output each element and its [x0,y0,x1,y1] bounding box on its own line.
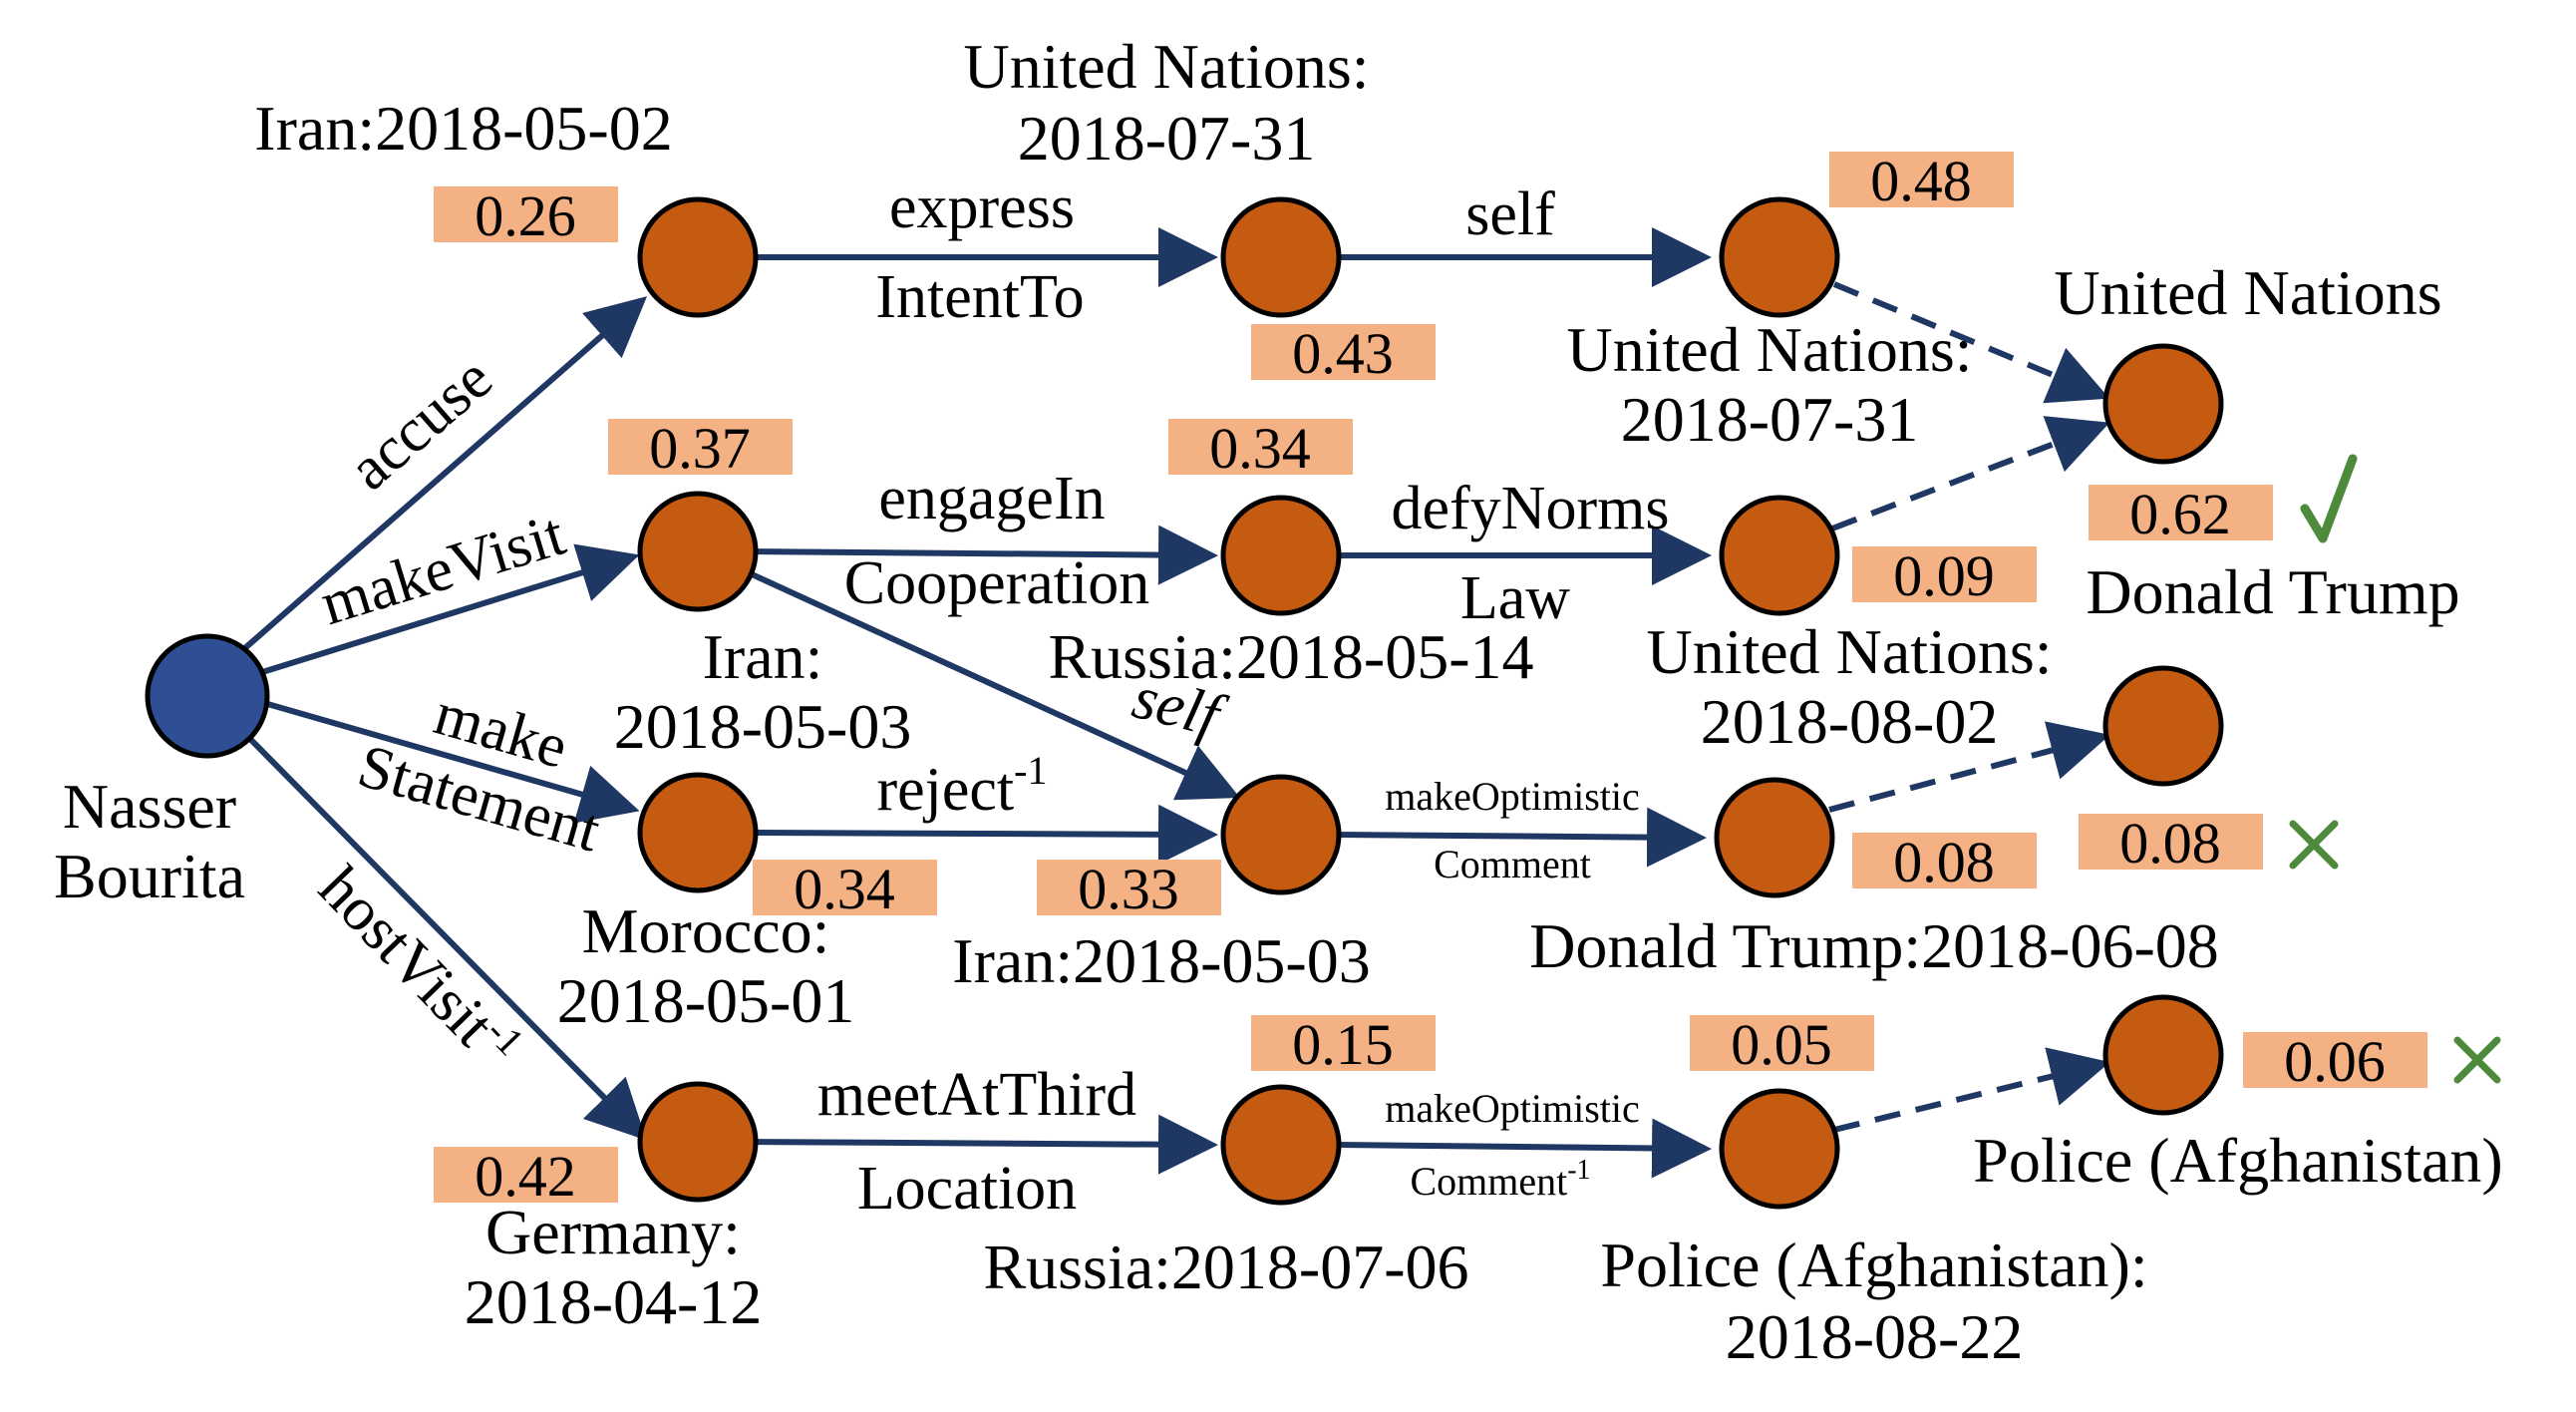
entity-node-11 [1714,777,1835,898]
edge-self-diagonal [748,570,1240,801]
edge-label-host-visit: hostVisit-1 [306,852,533,1083]
query-node [145,633,270,759]
edge-label-law: Law [1460,564,1570,632]
answer-label-donald-trump: Donald Trump [2086,556,2459,627]
answer-score-box-2: 0.08 [2079,811,2263,876]
edge-optimistic-comment-inv [1337,1118,1712,1179]
node-label-12: Police (Afghanistan): 2018-08-22 [1600,1230,2147,1372]
entity-node-6 [1220,495,1342,616]
answer-score-box-3: 0.06 [2243,1029,2427,1094]
answer-node-1 [2102,343,2224,465]
entity-node-1 [637,196,759,318]
entity-node-2 [637,491,759,612]
score-box-2: 0.37 [608,416,793,481]
entity-node-9 [1719,196,1840,318]
edge-label-make-optimistic-1: makeOptimistic [1385,774,1640,819]
node-label-7: Iran:2018-05-03 [952,925,1370,996]
check-icon [2300,454,2358,543]
svg-text:0.34: 0.34 [1209,416,1311,481]
score-box-3: 0.34 [753,857,937,921]
svg-text:0.15: 0.15 [1292,1012,1394,1077]
answer-label-police-afghanistan: Police (Afghanistan) [1973,1125,2502,1196]
svg-text:0.62: 0.62 [2129,482,2231,546]
node-label-2: Iran: 2018-05-03 [614,621,912,762]
edge-label-comment-1: Comment [1434,842,1591,886]
score-box-12: 0.05 [1690,1012,1874,1077]
svg-text:0.33: 0.33 [1078,857,1179,921]
entity-node-4 [637,1081,759,1203]
score-box-8: 0.15 [1251,1012,1436,1077]
svg-text:0.48: 0.48 [1870,149,1972,213]
svg-text:0.42: 0.42 [475,1144,576,1209]
answer-node-2 [2102,665,2224,787]
answer-label-united-nations: United Nations [2054,257,2441,328]
edge-label-cooperation: Cooperation [844,549,1150,617]
entity-node-7 [1220,774,1342,895]
svg-text:0.34: 0.34 [794,857,895,921]
query-node-label: Nasser Bourita [54,771,245,911]
score-box-11: 0.08 [1852,830,2037,894]
edge-dashed-1 [1832,281,2110,404]
cross-icon [2453,1036,2501,1084]
edge-label-defy-norms: defyNorms [1392,475,1670,542]
edge-dashed-2 [1830,416,2110,531]
svg-text:0.06: 0.06 [2284,1029,2386,1094]
node-label-4: Germany: 2018-04-12 [465,1197,763,1337]
score-box-7: 0.33 [1037,857,1221,921]
svg-text:0.26: 0.26 [475,183,576,248]
score-box-10: 0.09 [1852,543,2037,608]
entity-node-3 [637,772,759,893]
edge-label-reject: reject-1 [877,748,1048,824]
edge-label-meet-at-third: meetAtThird [817,1061,1136,1129]
score-box-9: 0.48 [1829,149,2014,213]
edge-label-express: express [889,174,1075,241]
node-label-6: Russia:2018-05-14 [1048,621,1533,692]
score-box-4: 0.42 [434,1144,618,1209]
score-box-1: 0.26 [434,183,618,248]
cross-icon [2289,820,2339,870]
node-label-1: Iran:2018-05-02 [254,93,672,164]
answer-score-box-1: 0.62 [2089,482,2273,546]
entity-node-12 [1719,1088,1840,1210]
score-box-5: 0.43 [1251,321,1436,386]
node-label-11: Donald Trump:2018-06-08 [1529,910,2219,981]
edge-label-accuse: accuse [336,344,504,504]
edge-engage-cooperation [749,525,1218,585]
svg-text:0.09: 0.09 [1893,543,1995,608]
edge-label-intent-to: IntentTo [875,263,1084,331]
edge-label-self-top: self [1465,180,1555,248]
edge-make-statement [263,700,640,824]
edge-host-visit [241,730,647,1141]
score-box-6: 0.34 [1168,416,1353,481]
edge-accuse [237,296,648,656]
svg-text:0.08: 0.08 [1893,830,1995,894]
entity-node-8 [1220,1084,1342,1206]
node-label-8: Russia:2018-07-06 [983,1232,1468,1302]
edge-label-comment-2: Comment-1 [1410,1155,1590,1204]
edge-reject [749,804,1218,865]
edge-label-make-optimistic-2: makeOptimistic [1385,1086,1640,1131]
svg-text:0.37: 0.37 [649,416,751,481]
edge-dashed-3 [1828,721,2110,813]
node-label-9: United Nations: 2018-07-31 [1566,314,1972,455]
node-label-10: United Nations: 2018-08-02 [1646,616,2052,757]
edge-dashed-4 [1833,1047,2110,1133]
entity-node-10 [1719,495,1840,616]
answer-node-3 [2102,994,2224,1116]
svg-text:0.08: 0.08 [2119,811,2221,876]
svg-text:0.05: 0.05 [1731,1012,1832,1077]
entity-node-5 [1220,196,1342,318]
edge-label-engage-in: engageIn [878,465,1105,532]
edge-label-location: Location [857,1155,1077,1223]
edge-optimistic-comment [1337,807,1707,868]
node-label-5: United Nations: 2018-07-31 [963,31,1369,174]
edge-make-visit [258,543,640,676]
edge-meet-third-location [749,1114,1218,1175]
svg-text:0.43: 0.43 [1292,321,1394,386]
